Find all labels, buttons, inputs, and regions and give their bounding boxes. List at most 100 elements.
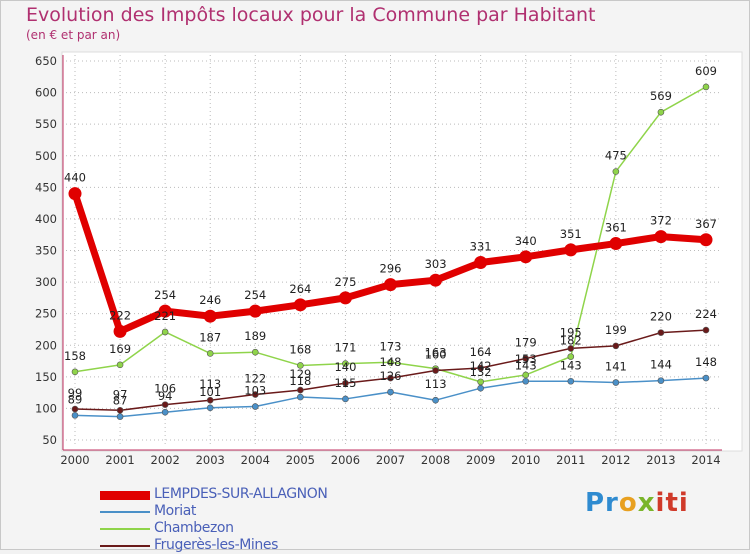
data-label: 122: [244, 372, 266, 386]
data-label: 89: [68, 392, 83, 406]
x-tick-label: 2013: [646, 453, 675, 467]
x-tick-label: 2002: [151, 453, 180, 467]
data-point: [342, 379, 349, 387]
data-point: [161, 408, 169, 416]
data-point: [116, 407, 124, 414]
data-label: 569: [650, 89, 672, 103]
data-label: 440: [64, 171, 86, 185]
y-tick-label: 450: [35, 180, 57, 194]
data-point: [522, 377, 530, 385]
x-tick-label: 2010: [511, 453, 540, 467]
legend-swatch: [100, 545, 150, 547]
data-point: [657, 377, 665, 384]
data-point: [342, 395, 349, 403]
data-label: 372: [650, 214, 672, 228]
y-tick-label: 400: [35, 212, 57, 226]
data-label: 254: [154, 288, 176, 302]
y-tick-label: 600: [35, 86, 57, 100]
data-label: 222: [109, 308, 131, 322]
data-label: 94: [158, 389, 173, 403]
data-label: 143: [515, 358, 537, 372]
data-point: [477, 384, 484, 392]
data-point: [251, 348, 259, 356]
data-label: 367: [695, 217, 717, 231]
data-point: [567, 377, 575, 385]
data-label: 132: [470, 365, 492, 379]
data-label: 254: [244, 288, 266, 302]
data-point: [293, 298, 307, 312]
data-label: 189: [244, 329, 266, 343]
data-point: [206, 350, 214, 357]
data-point: [522, 355, 530, 362]
data-label: 143: [560, 358, 582, 372]
data-point: [71, 412, 79, 419]
data-point: [116, 361, 124, 369]
y-tick-label: 650: [35, 54, 57, 68]
data-point: [251, 403, 259, 410]
data-label: 173: [380, 339, 402, 353]
data-point: [657, 329, 665, 336]
data-point: [161, 328, 169, 336]
legend-label: Frugerès-les-Mines: [154, 537, 278, 553]
data-label: 340: [515, 234, 537, 248]
data-point: [609, 237, 623, 251]
data-label: 141: [605, 360, 627, 374]
data-label: 179: [515, 336, 537, 350]
chart-subtitle: (en € et par an): [26, 28, 121, 42]
data-label: 187: [199, 330, 221, 344]
data-point: [432, 367, 439, 374]
chart-title: Evolution des Impôts locaux pour la Comm…: [26, 4, 596, 26]
data-label: 158: [64, 349, 86, 363]
data-point: [702, 326, 710, 334]
data-point: [206, 404, 214, 412]
data-label: 129: [289, 367, 311, 381]
data-point: [342, 360, 349, 367]
x-tick-label: 2006: [331, 453, 360, 467]
data-label: 264: [289, 282, 311, 296]
data-point: [567, 353, 575, 360]
data-point: [297, 386, 304, 394]
data-label: 351: [560, 227, 582, 241]
y-tick-label: 250: [35, 307, 57, 321]
data-label: 142: [470, 359, 492, 373]
x-tick-label: 2012: [601, 453, 630, 467]
data-point: [248, 304, 262, 318]
data-point: [338, 291, 352, 305]
data-point: [161, 401, 169, 408]
data-label: 126: [380, 369, 402, 383]
data-point: [206, 396, 214, 404]
data-point: [387, 388, 394, 396]
data-point: [519, 250, 533, 264]
data-label: 118: [289, 374, 311, 388]
legend-swatch: [100, 490, 150, 500]
data-point: [71, 405, 79, 413]
legend-swatch: [100, 528, 150, 530]
legend-label: Moriat: [154, 503, 196, 519]
y-tick-label: 50: [42, 433, 57, 447]
plot-area: [61, 51, 743, 452]
data-label: 115: [334, 376, 356, 390]
data-point: [429, 273, 443, 287]
data-label: 609: [695, 64, 717, 78]
data-point: [116, 413, 124, 420]
data-point: [567, 345, 575, 352]
x-tick-label: 2008: [421, 453, 450, 467]
data-point: [203, 309, 217, 323]
x-tick-label: 2004: [241, 453, 270, 467]
data-point: [702, 83, 710, 91]
data-label: 475: [605, 149, 627, 163]
data-point: [113, 324, 127, 338]
data-label: 164: [470, 345, 492, 359]
data-point: [612, 342, 620, 350]
data-label: 106: [154, 382, 176, 396]
x-tick-label: 2011: [556, 453, 585, 467]
data-label: 101: [199, 385, 221, 399]
legend-label: Chambezon: [154, 520, 234, 536]
data-point: [702, 374, 710, 382]
data-label: 144: [650, 358, 672, 372]
data-point: [297, 393, 304, 401]
data-label: 113: [199, 377, 221, 391]
x-tick-label: 2001: [105, 453, 134, 467]
y-tick-label: 300: [35, 275, 57, 289]
